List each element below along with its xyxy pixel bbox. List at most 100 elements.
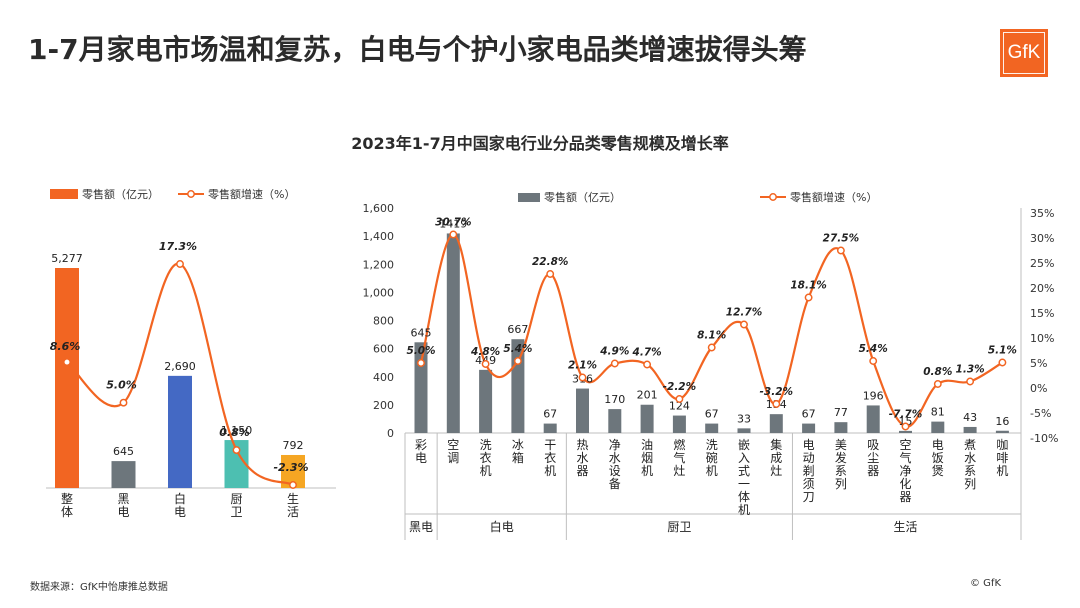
category-label-吸尘器: 尘 bbox=[867, 451, 879, 465]
category-label-电动剃须刀: 电 bbox=[803, 438, 815, 452]
growth-point-生活 bbox=[289, 481, 297, 489]
growth-point-燃气灶 bbox=[675, 395, 684, 403]
growth-label-厨卫: 0.8% bbox=[219, 426, 250, 439]
growth-label-白电: 17.3% bbox=[159, 240, 197, 253]
y-left-tick: 1,400 bbox=[363, 230, 395, 243]
category-label-厨卫: 厨 bbox=[230, 492, 242, 506]
growth-label-燃气灶: -2.2% bbox=[663, 381, 696, 393]
category-label-洗衣机: 衣 bbox=[480, 450, 492, 465]
growth-point-白电 bbox=[176, 260, 184, 268]
growth-label-电动剃须刀: 18.1% bbox=[790, 280, 826, 292]
y-left-tick: 400 bbox=[373, 371, 394, 384]
category-label-干衣机: 干 bbox=[544, 438, 556, 452]
growth-label-电饭煲: 0.8% bbox=[923, 366, 952, 378]
y-left-tick: 800 bbox=[373, 315, 394, 328]
bar-干衣机 bbox=[543, 423, 557, 433]
category-label-美发系列: 系 bbox=[835, 464, 847, 478]
category-label-油烟机: 油 bbox=[641, 438, 653, 452]
bar-净水设备 bbox=[608, 409, 622, 433]
category-label-嵌入式一体机: 式 bbox=[738, 464, 750, 478]
growth-label-干衣机: 22.8% bbox=[532, 256, 568, 268]
category-label-集成灶: 灶 bbox=[770, 464, 782, 478]
legend-bar-swatch bbox=[50, 189, 78, 199]
bar-美发系列 bbox=[834, 422, 848, 433]
bar-label-吸尘器: 196 bbox=[863, 389, 884, 402]
growth-label-洗碗机: 8.1% bbox=[697, 330, 726, 342]
bar-label-净水设备: 170 bbox=[604, 393, 625, 406]
legend-growth-marker bbox=[187, 190, 195, 198]
growth-label-空调: 30.7% bbox=[435, 217, 471, 229]
y-left-tick: 1,200 bbox=[363, 258, 395, 271]
bar-label-空气净化器: 15 bbox=[899, 415, 913, 428]
bar-黑电 bbox=[111, 461, 136, 488]
bar-热水器 bbox=[576, 388, 589, 433]
bar-洗碗机 bbox=[705, 423, 719, 433]
y-right-tick: 35% bbox=[1030, 207, 1054, 220]
growth-label-黑电: 5.0% bbox=[106, 379, 137, 392]
group-label-白电: 白电 bbox=[490, 519, 514, 534]
bar-label-干衣机: 67 bbox=[543, 408, 557, 421]
bar-label-美发系列: 77 bbox=[834, 406, 848, 419]
growth-point-冰箱 bbox=[513, 357, 522, 365]
bar-空气净化器 bbox=[899, 430, 912, 433]
growth-point-厨卫 bbox=[232, 446, 241, 454]
growth-label-美发系列: 27.5% bbox=[823, 233, 859, 245]
y-right-tick: -5% bbox=[1030, 407, 1051, 420]
category-label-干衣机: 衣 bbox=[544, 450, 556, 465]
category-label-电动剃须刀: 刀 bbox=[803, 490, 815, 504]
category-label-电动剃须刀: 动 bbox=[803, 451, 815, 465]
y-left-tick: 1,600 bbox=[363, 202, 395, 215]
category-label-空气净化器: 器 bbox=[899, 490, 911, 504]
growth-point-美发系列 bbox=[836, 246, 845, 255]
category-label-热水器: 热 bbox=[576, 438, 588, 452]
bar-电饭煲 bbox=[931, 421, 945, 433]
category-label-冰箱: 箱 bbox=[512, 450, 524, 465]
category-label-煮水系列: 列 bbox=[964, 477, 976, 491]
growth-point-黑电 bbox=[119, 398, 128, 407]
category-label-空调: 空 bbox=[447, 438, 459, 452]
growth-label-空气净化器: -7.7% bbox=[889, 409, 922, 421]
category-label-洗碗机: 机 bbox=[706, 464, 718, 478]
bar-label-洗碗机: 67 bbox=[705, 408, 719, 421]
legend2-bar-label: 零售额（亿元） bbox=[544, 190, 621, 204]
category-label-生活: 活 bbox=[287, 505, 299, 519]
category-label-净水设备: 设 bbox=[609, 464, 621, 478]
category-label-嵌入式一体机: 机 bbox=[738, 503, 750, 517]
y-right-tick: 20% bbox=[1030, 282, 1054, 295]
category-label-净水设备: 水 bbox=[609, 451, 621, 465]
category-label-咖啡机: 机 bbox=[996, 464, 1008, 478]
category-label-黑电: 电 bbox=[117, 505, 129, 519]
category-label-集成灶: 成 bbox=[770, 451, 782, 465]
growth-point-集成灶 bbox=[772, 400, 781, 408]
category-label-电饭煲: 煲 bbox=[932, 463, 944, 478]
category-label-煮水系列: 煮 bbox=[964, 438, 976, 452]
legend2-growth-marker bbox=[769, 193, 777, 201]
category-label-油烟机: 机 bbox=[641, 464, 653, 478]
y-left-tick: 0 bbox=[387, 427, 394, 440]
category-label-油烟机: 烟 bbox=[641, 451, 653, 465]
growth-point-嵌入式一体机 bbox=[740, 320, 748, 329]
growth-label-热水器: 2.1% bbox=[568, 360, 597, 372]
category-label-净水设备: 净 bbox=[609, 438, 621, 452]
growth-point-空气净化器 bbox=[901, 422, 910, 431]
category-label-咖啡机: 啡 bbox=[996, 451, 1008, 465]
category-label-黑电: 黑 bbox=[117, 492, 129, 506]
y-right-tick: 5% bbox=[1030, 357, 1047, 370]
bar-咖啡机 bbox=[995, 430, 1009, 433]
gfk-logo: GfK bbox=[1000, 29, 1048, 77]
category-label-燃气灶: 燃 bbox=[673, 437, 685, 452]
category-label-整体: 体 bbox=[61, 505, 73, 519]
group-label-黑电: 黑电 bbox=[409, 520, 433, 534]
growth-point-咖啡机 bbox=[998, 358, 1007, 367]
category-label-嵌入式一体机: 一 bbox=[738, 477, 750, 491]
bar-煮水系列 bbox=[963, 426, 977, 433]
bar-label-彩电: 645 bbox=[411, 326, 432, 339]
category-label-吸尘器: 吸 bbox=[867, 438, 879, 452]
growth-point-洗碗机 bbox=[707, 343, 716, 352]
growth-label-整体: 8.6% bbox=[50, 340, 81, 353]
category-label-美发系列: 列 bbox=[835, 477, 847, 491]
growth-point-煮水系列 bbox=[966, 377, 975, 386]
bar-洗衣机 bbox=[479, 369, 493, 433]
category-label-空调: 调 bbox=[447, 451, 459, 465]
growth-point-彩电 bbox=[417, 359, 425, 367]
